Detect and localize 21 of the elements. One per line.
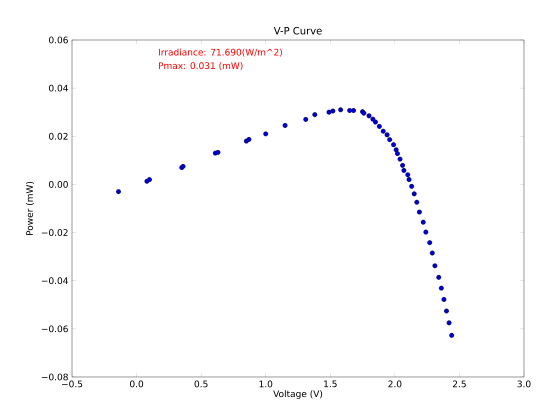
annotation: Pmax: 0.031 (mW) — [158, 62, 242, 70]
y-tick-label: 0.02 — [49, 132, 68, 140]
annotation: Irradiance: 71.690(W/m^2) — [158, 48, 282, 57]
y-tick-label: −0.04 — [42, 277, 68, 284]
x-axis-title: Voltage (V) — [273, 390, 322, 399]
y-axis-title: Power (mW) — [26, 182, 34, 235]
x-tick-label: 0.0 — [130, 380, 144, 388]
y-tick-label: 0.04 — [49, 84, 68, 92]
x-tick-label: 3.0 — [518, 380, 531, 388]
y-tick-label: 0.06 — [49, 36, 68, 44]
chart-title: V-P Curve — [274, 26, 322, 34]
y-tick-label: −0.06 — [42, 325, 68, 332]
x-tick-label: 1.0 — [260, 380, 272, 388]
y-tick-label: −0.02 — [42, 229, 68, 236]
x-tick-label: 1.5 — [324, 380, 337, 388]
x-tick-label: 2.0 — [388, 380, 402, 388]
y-tick-label: −0.08 — [42, 374, 68, 380]
x-tick-label: 2.5 — [452, 380, 466, 388]
y-tick-label: 0.00 — [49, 181, 68, 188]
x-tick-label: 0.5 — [194, 380, 208, 388]
x-tick-label: −0.5 — [62, 380, 82, 388]
